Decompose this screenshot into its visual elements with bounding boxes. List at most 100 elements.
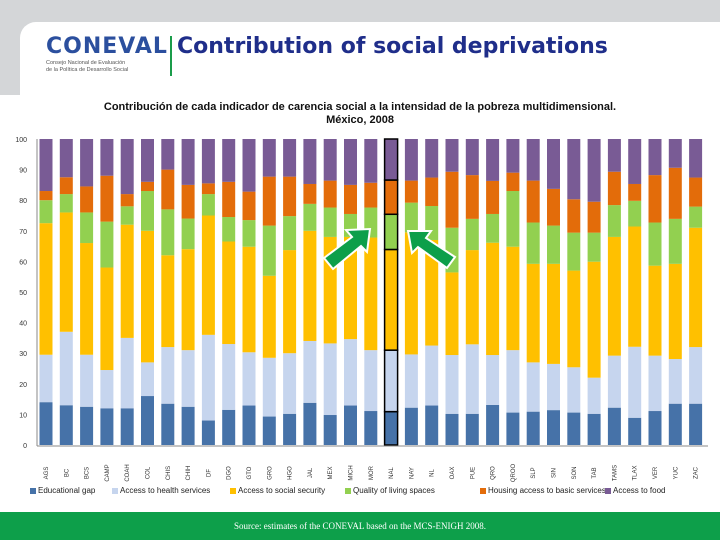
bar-segment [161, 403, 175, 445]
bar-segment [445, 413, 459, 445]
bar-segment [262, 176, 276, 226]
x-tick-label: VER [653, 466, 659, 479]
arrow-left-icon [322, 227, 372, 271]
bar-MOR [364, 139, 378, 445]
x-tick-label: DF [206, 469, 212, 477]
bar-SON [567, 139, 581, 445]
bar-segment [506, 246, 520, 351]
bar-segment [39, 223, 53, 355]
bar-MEX [323, 139, 337, 445]
bar-segment [486, 180, 500, 214]
bar-segment [39, 200, 53, 224]
bar-segment [242, 405, 256, 445]
legend-swatch [345, 487, 351, 494]
legend-item: Access to health services [112, 486, 210, 495]
bar-segment [404, 232, 418, 355]
legend-swatch [30, 487, 36, 494]
bar-segment [161, 255, 175, 348]
bar-NAL [383, 138, 399, 446]
bar-segment [181, 184, 195, 219]
bar-segment [486, 139, 500, 181]
bar-segment [323, 207, 337, 237]
bar-segment [303, 230, 317, 341]
bar-segment [364, 139, 378, 183]
bar-segment [383, 349, 399, 413]
footer-bar: Source: estimates of the CONEVAL based o… [0, 512, 720, 540]
bar-segment [222, 217, 236, 242]
bar-segment [59, 139, 73, 178]
bar-segment [607, 236, 621, 356]
bar-segment [526, 362, 540, 412]
bar-segment [100, 408, 114, 445]
bar-segment [486, 404, 500, 445]
y-tick-label: 60 [19, 259, 27, 266]
y-tick-label: 40 [19, 321, 27, 328]
bar-YUC [668, 139, 682, 445]
bar-segment [425, 239, 439, 346]
bar-segment [344, 139, 357, 185]
bar-segment [39, 139, 53, 192]
bar-segment [526, 263, 540, 363]
bar-segment [201, 194, 215, 216]
bar-MICH [344, 139, 357, 445]
bar-segment [242, 352, 256, 406]
bar-segment [59, 331, 73, 406]
bar-COL [141, 139, 154, 445]
bar-segment [283, 139, 297, 177]
x-tick-label: BCS [85, 467, 91, 479]
bar-segment [364, 350, 378, 412]
bar-segment [607, 139, 621, 172]
logo-subtitle-1: Consejo Nacional de Evaluación [46, 60, 126, 66]
bar-segment [161, 347, 175, 404]
bar-segment [628, 417, 642, 445]
bar-segment [547, 225, 560, 264]
bar-segment [465, 218, 479, 251]
bar-segment [161, 169, 175, 210]
bar-segment [547, 139, 560, 189]
bar-segment [242, 246, 256, 353]
x-tick-label: CHIH [186, 466, 192, 481]
bar-segment [607, 171, 621, 206]
bar-QROO [506, 139, 520, 445]
legend-label: Access to health services [120, 486, 211, 495]
bar-segment [201, 334, 215, 421]
x-tick-label: NL [430, 469, 436, 477]
legend-item: Housing access to basic services [480, 486, 606, 495]
arrow-right-icon [406, 230, 457, 270]
bar-DGO [222, 139, 236, 445]
bar-segment [445, 272, 459, 356]
x-tick-label: COL [146, 466, 152, 479]
bar-segment [283, 250, 297, 354]
x-tick-label: QRO [491, 466, 497, 480]
bar-segment [526, 139, 540, 181]
bar-segment [465, 344, 479, 414]
bar-segment [445, 355, 459, 414]
bar-segment [648, 222, 662, 266]
bar-NAY [404, 139, 418, 445]
bar-HGO [283, 139, 297, 445]
bar-segment [283, 176, 297, 217]
bar-TAB [587, 139, 601, 445]
bar-TLAX [628, 139, 642, 445]
bar-segment [120, 408, 134, 445]
bar-segment [262, 225, 276, 276]
bar-segment [587, 232, 601, 262]
bar-segment [120, 194, 134, 207]
bar-segment [39, 191, 53, 201]
bar-segment [506, 350, 520, 413]
bar-segment [648, 175, 662, 223]
bar-segment [100, 139, 114, 176]
bar-segment [303, 139, 317, 184]
bar-segment [445, 139, 459, 172]
legend-item: Quality of living spaces [345, 486, 435, 495]
bar-segment [59, 212, 73, 332]
y-tick-label: 100 [15, 137, 27, 144]
bar-segment [303, 340, 317, 403]
x-tick-label: JAL [308, 467, 314, 478]
stacked-bar-chart: 0 10 20 30 40 50 60 70 80 90 100 AGS BC BCS CAMP COAH C… [15, 137, 708, 482]
bar-segment [344, 405, 357, 445]
bar-segment [404, 354, 418, 408]
bar-segment [303, 183, 317, 204]
legend-swatch [605, 487, 611, 494]
bar-segment [526, 180, 540, 223]
